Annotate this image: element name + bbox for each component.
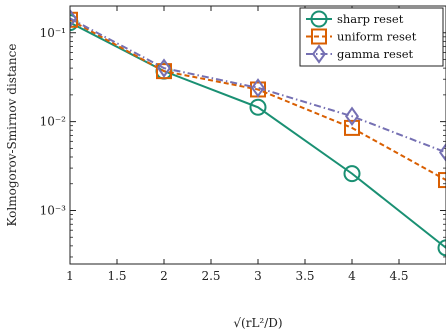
data-point xyxy=(438,172,446,189)
data-point xyxy=(343,165,361,183)
x-tick-label: 4 xyxy=(348,269,356,283)
y-tick-label: 10⁻² xyxy=(40,115,67,129)
data-point xyxy=(344,119,360,136)
data-point xyxy=(439,142,446,163)
x-tick-label: 1.5 xyxy=(107,269,126,283)
data-point xyxy=(437,239,446,257)
legend-label: gamma reset xyxy=(337,47,414,61)
legend: sharp reset uniform reset gamma reset xyxy=(299,7,444,67)
x-tick-label: 2 xyxy=(160,269,168,283)
series-line xyxy=(70,17,446,154)
legend-marker xyxy=(312,44,326,64)
x-tick-label: 1 xyxy=(66,269,74,283)
legend-label: sharp reset xyxy=(337,12,404,26)
legend-marker xyxy=(311,28,327,45)
data-point xyxy=(70,11,78,28)
series-line xyxy=(70,18,446,181)
x-tick-label: 3.5 xyxy=(295,269,314,283)
x-tick-label: 3 xyxy=(254,269,262,283)
x-tick-label: 4.5 xyxy=(389,269,408,283)
legend-marker xyxy=(310,10,328,28)
x-axis-label: √(rL²/D) xyxy=(233,316,282,330)
legend-label: uniform reset xyxy=(337,30,417,44)
data-point xyxy=(156,63,172,80)
data-point xyxy=(70,8,77,29)
y-axis-label: Kolmogorov-Smirnov distance xyxy=(5,44,19,227)
series-gamma-reset xyxy=(70,8,446,163)
data-point xyxy=(345,106,359,126)
data-point xyxy=(157,58,171,78)
y-tick-label: 10⁻¹ xyxy=(40,26,66,40)
y-tick-label: 10⁻³ xyxy=(40,203,67,217)
series-line xyxy=(70,21,446,249)
data-point xyxy=(249,98,267,116)
ticks-layer: 1 1.5 2 2.5 3 3.5 4 4.5 10⁻³ 10⁻² 10⁻¹ xyxy=(40,5,446,283)
series-layer xyxy=(70,8,446,257)
x-tick-label: 2.5 xyxy=(201,269,220,283)
plot-frame xyxy=(69,5,446,265)
data-point xyxy=(251,78,265,98)
